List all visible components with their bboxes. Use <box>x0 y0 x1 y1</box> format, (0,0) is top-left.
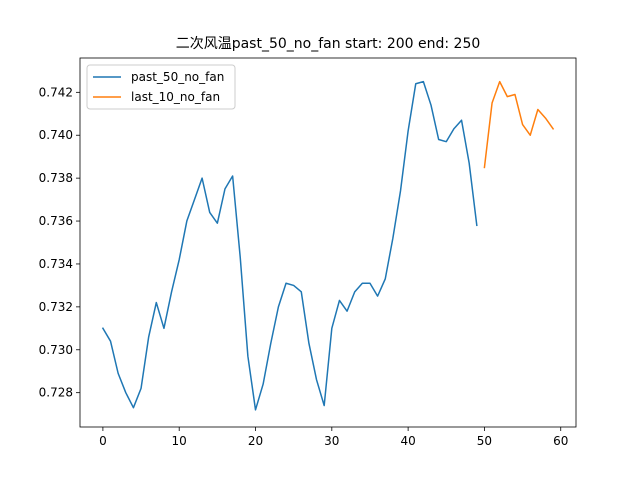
y-tick-label: 0.728 <box>39 386 73 400</box>
y-tick-label: 0.732 <box>39 300 73 314</box>
x-tick-label: 0 <box>99 434 107 448</box>
x-tick-label: 10 <box>172 434 187 448</box>
x-tick-label: 30 <box>324 434 339 448</box>
series-line-past_50_no_fan <box>101 80 478 411</box>
series-layer <box>101 80 555 411</box>
x-tick-label: 60 <box>553 434 568 448</box>
axes-frame <box>79 57 577 428</box>
x-tick-label: 50 <box>477 434 492 448</box>
chart-title: 二次风温past_50_no_fan start: 200 end: 250 <box>176 36 481 52</box>
y-tick-label: 0.742 <box>39 85 73 99</box>
y-tick-label: 0.730 <box>39 343 73 357</box>
x-tick-label: 20 <box>248 434 263 448</box>
axes-layer: 0 10 20 30 40 50 60 0.728 0.730 0.732 0.734 0.736 0.… <box>39 57 577 448</box>
y-tick-label: 0.734 <box>39 257 73 271</box>
legend-label-last_10_no_fan: last_10_no_fan <box>131 90 220 104</box>
series-line-last_10_no_fan <box>483 80 555 169</box>
legend: past_50_no_fan last_10_no_fan <box>86 64 236 110</box>
y-tick-label: 0.740 <box>39 128 73 142</box>
legend-box <box>86 64 236 110</box>
x-tick-label: 40 <box>400 434 415 448</box>
legend-label-past_50_no_fan: past_50_no_fan <box>131 70 224 84</box>
y-tick-label: 0.738 <box>39 171 73 185</box>
y-tick-label: 0.736 <box>39 214 73 228</box>
